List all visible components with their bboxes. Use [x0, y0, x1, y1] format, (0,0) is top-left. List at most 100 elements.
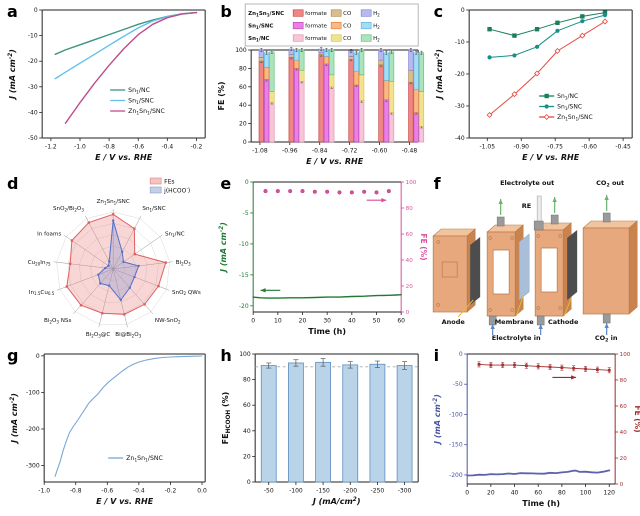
svg-text:0.0: 0.0 [197, 488, 207, 495]
svg-text:-15: -15 [239, 272, 249, 279]
svg-text:Zn1Sn1/SNC: Zn1Sn1/SNC [248, 11, 284, 17]
svg-text:Zn1Sn1/SNC: Zn1Sn1/SNC [126, 455, 163, 464]
svg-text:-40: -40 [455, 135, 465, 142]
panel-g: g -1.0 -0.8 -0.6 -0.4 -0.2 0.0 0 -100 -200 -300 E … [0, 344, 213, 516]
svg-text:E / V vs. RHE: E / V vs. RHE [96, 497, 154, 506]
svg-text:E / V vs. RHE: E / V vs. RHE [522, 153, 580, 162]
svg-text:Electrolyte out: Electrolyte out [500, 179, 554, 187]
svg-text:-0.4: -0.4 [133, 488, 145, 495]
svg-text:CO: CO [343, 11, 352, 17]
svg-text:-1.2: -1.2 [45, 144, 57, 151]
svg-text:J (mA/cm2): J (mA/cm2) [311, 497, 361, 506]
svg-text:-0.90: -0.90 [513, 144, 529, 151]
svg-text:60: 60 [239, 84, 247, 91]
svg-text:-1.08: -1.08 [252, 148, 268, 155]
svg-text:Sn1/SNC: Sn1/SNC [248, 24, 273, 30]
svg-text:0: 0 [465, 490, 469, 497]
svg-text:-0.60: -0.60 [372, 148, 388, 155]
svg-text:60: 60 [406, 232, 414, 238]
svg-text:-0.2: -0.2 [165, 488, 177, 495]
svg-text:Electrolyte in: Electrolyte in [491, 334, 540, 342]
panel-f-schematic: Electrolyte out CO2 out RE Anode Membrane Cat… [432, 179, 638, 344]
svg-text:80: 80 [243, 377, 251, 384]
svg-text:-0.48: -0.48 [402, 148, 418, 155]
panel-d: d Zn1Sn1/SNC Sn1/SNC Sn1/NC Bi2O3 SnO2 QWs NW… [0, 172, 213, 344]
svg-text:50: 50 [373, 318, 381, 325]
svg-text:H2: H2 [373, 24, 380, 30]
svg-text:-1.05: -1.05 [479, 144, 495, 151]
svg-text:Time (h): Time (h) [309, 327, 347, 336]
svg-text:Sn1/NC: Sn1/NC [128, 87, 150, 96]
svg-text:-30: -30 [455, 103, 465, 110]
svg-text:-300: -300 [398, 488, 412, 495]
panel-letter-f: f [433, 174, 441, 193]
svg-text:-1.0: -1.0 [38, 488, 50, 495]
svg-text:J (mA cm-2): J (mA cm-2) [10, 393, 19, 445]
svg-text:-0.8: -0.8 [103, 144, 115, 151]
svg-text:-200: -200 [449, 472, 463, 479]
panel-e-chart: 0 10 20 30 40 50 600-5-10-15-20020406080100Tim… [219, 179, 426, 336]
panel-i-chart: 0 20 40 60 80 100 120 0 -50 -100 -150 -200 0 20 40 60 80… [433, 351, 640, 508]
svg-text:-250: -250 [371, 488, 385, 495]
svg-text:-10: -10 [455, 39, 465, 46]
svg-text:40: 40 [243, 428, 251, 435]
svg-text:-20: -20 [239, 303, 249, 310]
svg-text:20: 20 [299, 318, 307, 325]
svg-text:20: 20 [619, 456, 627, 462]
svg-text:-100: -100 [289, 488, 303, 495]
svg-text:-0.2: -0.2 [191, 144, 203, 151]
panel-i: i 0 20 40 60 80 100 120 0 -50 -100 -150 -200 0 20 40 60… [427, 344, 640, 516]
svg-text:Sn1/NC: Sn1/NC [248, 36, 269, 42]
svg-text:-0.96: -0.96 [282, 148, 298, 155]
svg-text:-30: -30 [28, 84, 38, 91]
svg-text:SnO2 QWs: SnO2 QWs [172, 290, 201, 296]
panel-letter-c: c [433, 2, 444, 21]
svg-text:-0.4: -0.4 [161, 144, 173, 151]
svg-text:0: 0 [252, 318, 256, 325]
svg-text:Cu20In75: Cu20In75 [28, 260, 51, 266]
svg-text:J (mA cm-2): J (mA cm-2) [435, 49, 444, 101]
panel-a-chart: -1.2 -1.0 -0.8 -0.6 -0.4 -0.2 0 -10 -20 -30 -40 -50… [8, 7, 206, 162]
svg-text:In1.5Cu0.5: In1.5Cu0.5 [29, 290, 55, 296]
svg-text:Anode: Anode [441, 318, 465, 326]
svg-text:Bi2O3: Bi2O3 [176, 260, 191, 266]
svg-text:-0.6: -0.6 [132, 144, 144, 151]
svg-text:-300: -300 [26, 463, 40, 470]
svg-text:0: 0 [36, 353, 40, 360]
svg-text:-10: -10 [28, 33, 38, 40]
panel-c: c -1.05 -0.90 -0.75 -0.60 -0.45 0 -10 -20 -30 -40… [427, 0, 640, 172]
svg-text:-0.72: -0.72 [342, 148, 358, 155]
svg-text:80: 80 [619, 378, 627, 384]
svg-text:120: 120 [603, 490, 615, 497]
svg-text:-200: -200 [26, 426, 40, 433]
panel-f: f Electrolyte out CO2 out RE Anode Membrane C… [427, 172, 640, 344]
panel-letter-b: b [220, 2, 232, 21]
panel-h: h 0 20 40 60 80 100 J (mA/cm2) FEHCOOH (%) -50 -1… [213, 344, 426, 516]
svg-text:80: 80 [558, 490, 566, 497]
svg-text:FEHCOOH (%): FEHCOOH (%) [221, 392, 232, 445]
svg-text:FE (%): FE (%) [217, 81, 226, 110]
svg-text:-20: -20 [455, 71, 465, 78]
svg-text:Zn1Sn1/SNC: Zn1Sn1/SNC [128, 108, 165, 117]
svg-text:Zn1Sn1/SNC: Zn1Sn1/SNC [97, 199, 130, 205]
svg-text:FE (%): FE (%) [419, 233, 426, 260]
panel-h-chart: 0 20 40 60 80 100 J (mA/cm2) FEHCOOH (%) -50 -100… [221, 351, 419, 506]
svg-text:60: 60 [243, 402, 251, 409]
panel-letter-d: d [7, 174, 19, 193]
panel-letter-g: g [7, 346, 19, 365]
svg-text:-100: -100 [449, 411, 463, 418]
svg-text:Time (h): Time (h) [522, 499, 560, 508]
svg-text:CO: CO [343, 24, 352, 30]
svg-text:-10: -10 [239, 241, 249, 248]
svg-text:SnO2/Bi2O3: SnO2/Bi2O3 [53, 206, 84, 212]
svg-text:CO: CO [343, 36, 352, 42]
svg-text:Bi@Bi2O3: Bi@Bi2O3 [115, 332, 141, 338]
svg-text:-20: -20 [28, 58, 38, 65]
panel-e: e 0 10 20 30 40 50 60 0 -5 -10 -15 -20 0 20 40 60 80 100 T… [213, 172, 426, 344]
svg-text:Sn1/SNC: Sn1/SNC [557, 104, 582, 113]
svg-text:0: 0 [458, 351, 462, 358]
svg-text:Sn1/NC: Sn1/NC [165, 232, 185, 238]
panel-letter-e: e [220, 174, 232, 193]
svg-text:Membrane: Membrane [494, 318, 534, 326]
svg-text:20: 20 [406, 284, 414, 290]
